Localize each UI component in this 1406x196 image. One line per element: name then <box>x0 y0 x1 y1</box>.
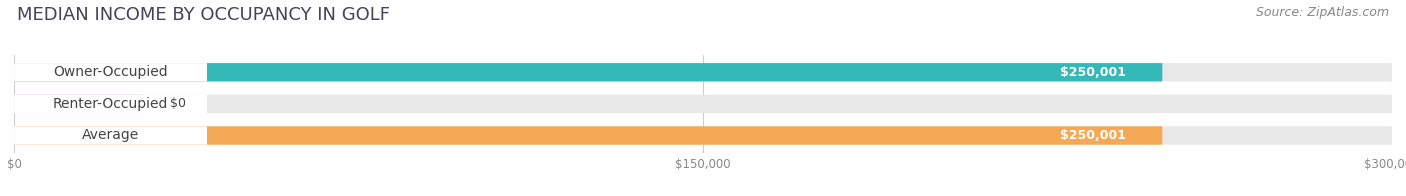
Text: Source: ZipAtlas.com: Source: ZipAtlas.com <box>1256 6 1389 19</box>
FancyBboxPatch shape <box>14 63 1392 81</box>
Text: Renter-Occupied: Renter-Occupied <box>53 97 169 111</box>
FancyBboxPatch shape <box>14 126 207 145</box>
FancyBboxPatch shape <box>14 126 1392 145</box>
FancyBboxPatch shape <box>14 95 207 113</box>
Text: $0: $0 <box>170 97 186 110</box>
FancyBboxPatch shape <box>14 95 1392 113</box>
Text: Owner-Occupied: Owner-Occupied <box>53 65 167 79</box>
Text: Average: Average <box>82 129 139 142</box>
Text: $250,001: $250,001 <box>1060 66 1126 79</box>
Text: $250,001: $250,001 <box>1060 129 1126 142</box>
FancyBboxPatch shape <box>14 126 1163 145</box>
FancyBboxPatch shape <box>14 63 207 81</box>
FancyBboxPatch shape <box>14 95 142 113</box>
Text: MEDIAN INCOME BY OCCUPANCY IN GOLF: MEDIAN INCOME BY OCCUPANCY IN GOLF <box>17 6 389 24</box>
FancyBboxPatch shape <box>14 63 1163 81</box>
